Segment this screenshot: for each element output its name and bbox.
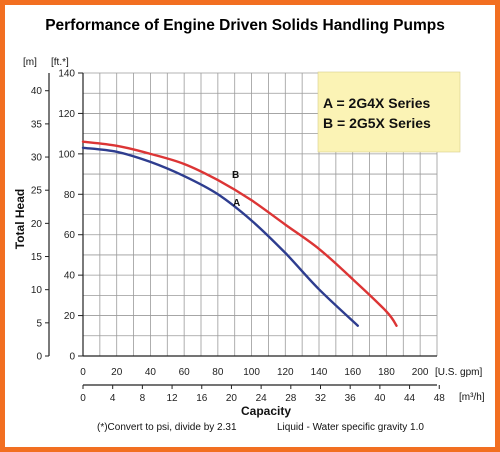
y-tick-label-m: 40 (31, 86, 43, 97)
grid (83, 72, 438, 356)
y-unit-right: [ft.*] (51, 57, 69, 68)
chart-title: Performance of Engine Driven Solids Hand… (45, 17, 445, 34)
x-tick-label-m3h: 40 (374, 393, 386, 404)
y-tick-label-m: 20 (31, 219, 43, 230)
series-line-a (81, 146, 359, 327)
x-tick-label-gpm: 200 (412, 367, 429, 378)
series-label-b: B (232, 170, 239, 181)
y-tick-label-ft: 0 (69, 352, 75, 363)
legend-line-b: B = 2G5X Series (323, 115, 431, 131)
axes (45, 72, 440, 389)
legend: A = 2G4X Series B = 2G5X Series (317, 71, 461, 153)
footnote-left: (*)Convert to psi, divide by 2.31 (97, 422, 237, 433)
x-tick-label-gpm: 0 (80, 367, 86, 378)
y-tick-label-m: 0 (36, 352, 42, 363)
y-tick-label-ft: 20 (64, 311, 76, 322)
x-tick-label-gpm: 140 (311, 367, 328, 378)
y-tick-label-m: 25 (31, 186, 43, 197)
x-tick-label-m3h: 44 (404, 393, 416, 404)
x-tick-label-m3h: 48 (434, 393, 446, 404)
x-tick-label-m3h: 12 (167, 393, 179, 404)
series-label-a: A (233, 198, 240, 209)
x-tick-label-m3h: 28 (285, 393, 297, 404)
x-tick-label-gpm: 120 (277, 367, 294, 378)
x-tick-label-gpm: 40 (145, 367, 157, 378)
x-tick-label-gpm: 160 (344, 367, 361, 378)
x-axis-title: Capacity (241, 404, 291, 418)
y-tick-label-m: 15 (31, 252, 43, 263)
x-tick-label-m3h: 8 (140, 393, 146, 404)
legend-box (317, 71, 461, 153)
y-tick-label-ft: 40 (64, 271, 76, 282)
x-tick-label-m3h: 0 (80, 393, 86, 404)
series-lines (81, 140, 398, 327)
y-tick-label-ft: 120 (58, 109, 75, 120)
y-tick-label-m: 10 (31, 285, 43, 296)
x-tick-label-m3h: 20 (226, 393, 238, 404)
y-tick-label-ft: 100 (58, 149, 75, 160)
x-unit-top: [U.S. gpm] (435, 367, 482, 378)
x-unit-bottom: [m³/h] (459, 392, 485, 403)
x-tick-label-m3h: 24 (256, 393, 268, 404)
y-tick-label-ft: 60 (64, 230, 76, 241)
y-unit-left: [m] (23, 57, 37, 68)
legend-line-a: A = 2G4X Series (323, 95, 430, 111)
x-tick-label-gpm: 180 (378, 367, 395, 378)
y-tick-label-m: 5 (36, 318, 42, 329)
y-tick-label-m: 35 (31, 119, 43, 130)
x-tick-label-gpm: 80 (212, 367, 224, 378)
y-tick-label-m: 30 (31, 153, 43, 164)
x-tick-label-m3h: 4 (110, 393, 116, 404)
chart-frame: Performance of Engine Driven Solids Hand… (5, 5, 495, 447)
x-tick-label-gpm: 20 (111, 367, 123, 378)
chart-svg: Performance of Engine Driven Solids Hand… (13, 17, 485, 433)
footnote-right: Liquid - Water specific gravity 1.0 (277, 422, 424, 433)
x-tick-label-m3h: 16 (196, 393, 208, 404)
series-line-b (81, 140, 398, 327)
x-tick-label-m3h: 32 (315, 393, 327, 404)
x-tick-label-gpm: 100 (243, 367, 260, 378)
x-tick-label-m3h: 36 (345, 393, 357, 404)
y-tick-label-ft: 80 (64, 190, 76, 201)
x-tick-label-gpm: 60 (179, 367, 191, 378)
y-tick-label-ft: 140 (58, 69, 75, 80)
y-axis-title: Total Head (13, 189, 27, 249)
